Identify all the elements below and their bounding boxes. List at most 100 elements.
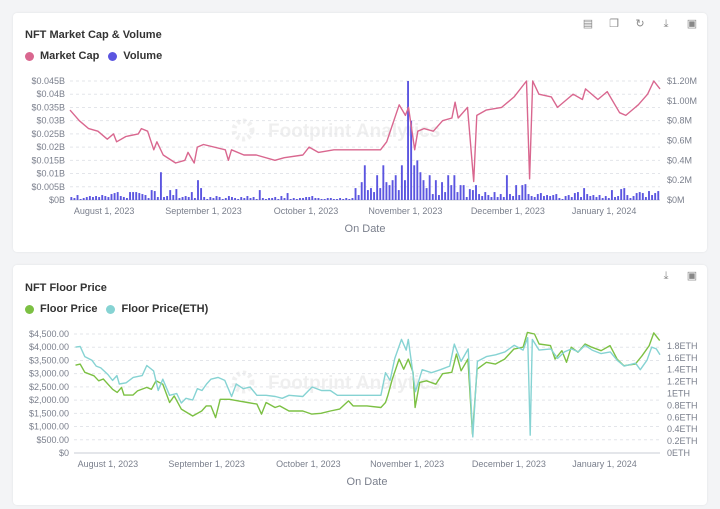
- y-right-tick-label: 1ETH: [667, 389, 690, 399]
- volume-bar: [329, 198, 332, 200]
- legend-item-floor-price[interactable]: Floor Price: [25, 303, 97, 315]
- volume-bar: [490, 197, 493, 200]
- volume-bar: [629, 198, 632, 200]
- volume-bar: [598, 195, 601, 200]
- volume-bar: [76, 195, 79, 200]
- volume-bar: [292, 198, 295, 200]
- volume-bar: [308, 197, 311, 200]
- volume-bar: [419, 172, 422, 200]
- volume-bar: [428, 175, 431, 200]
- volume-bar: [166, 196, 169, 200]
- volume-bar: [481, 196, 484, 200]
- volume-bar: [478, 194, 481, 200]
- volume-bar: [215, 196, 218, 200]
- volume-bar: [277, 199, 280, 200]
- volume-bar: [462, 185, 465, 200]
- volume-bar: [496, 197, 499, 200]
- volume-bar: [107, 197, 110, 200]
- volume-bar: [104, 196, 107, 200]
- volume-bar: [648, 191, 650, 200]
- table-view-icon[interactable]: ▤: [582, 18, 594, 30]
- volume-bar: [543, 196, 545, 200]
- legend-item-market-cap[interactable]: Market Cap: [25, 50, 99, 62]
- volume-bar: [555, 194, 558, 200]
- y-right-tick-label: 0.6ETH: [667, 412, 698, 422]
- volume-bar: [570, 197, 573, 200]
- api-icon[interactable]: ▣: [686, 18, 698, 30]
- volume-bar: [144, 195, 147, 200]
- volume-bar: [394, 175, 397, 200]
- volume-bar: [589, 196, 592, 200]
- y-left-tick-label: $2,000.00: [29, 395, 69, 405]
- x-tick-label: January 1, 2024: [572, 459, 637, 469]
- download-icon[interactable]: ⤓: [663, 270, 669, 282]
- volume-bar: [317, 198, 320, 200]
- volume-bar: [373, 192, 376, 200]
- chart-legend: Market Cap Volume: [25, 50, 162, 62]
- y-left-tick-label: $0.01B: [36, 169, 65, 179]
- volume-bar: [206, 199, 209, 200]
- volume-bar: [345, 198, 348, 200]
- volume-bar: [178, 198, 181, 200]
- volume-bar: [249, 198, 252, 200]
- volume-bar: [505, 175, 508, 200]
- volume-bar: [413, 165, 416, 200]
- volume-bar: [92, 197, 94, 200]
- y-right-tick-label: $0.6M: [667, 136, 692, 146]
- volume-bar: [475, 185, 477, 200]
- y-left-tick-label: $3,500.00: [29, 355, 69, 365]
- volume-bar: [95, 196, 98, 200]
- volume-bar: [595, 197, 598, 200]
- watermark-logo-icon: [231, 118, 255, 142]
- download-icon[interactable]: ⤓: [663, 18, 669, 30]
- volume-bar: [518, 195, 521, 200]
- volume-bar: [159, 172, 162, 200]
- volume-bar: [416, 160, 419, 200]
- y-right-tick-label: 1.2ETH: [667, 377, 698, 387]
- volume-bar: [644, 197, 647, 200]
- volume-bar: [200, 188, 203, 200]
- legend-item-floor-price-eth[interactable]: Floor Price(ETH): [106, 303, 208, 315]
- volume-bar: [169, 190, 172, 200]
- api-icon[interactable]: ▣: [686, 270, 698, 282]
- volume-bar: [422, 180, 425, 200]
- volume-bar: [101, 195, 104, 200]
- x-tick-label: November 1, 2023: [368, 206, 442, 216]
- volume-bar: [132, 192, 135, 200]
- floor-price-chart: Footprint Analytics$0$500.00$1,000.00$1,…: [29, 329, 698, 488]
- volume-bar: [444, 192, 447, 200]
- refresh-icon[interactable]: ↻: [635, 18, 645, 30]
- volume-bar: [184, 196, 187, 200]
- volume-bar: [360, 182, 363, 200]
- volume-bar: [193, 198, 196, 200]
- y-left-tick-label: $0.035B: [31, 102, 65, 112]
- x-axis-title: On Date: [347, 476, 388, 488]
- series-line-market-cap: [69, 80, 661, 183]
- volume-bar: [370, 188, 372, 200]
- market-cap-volume-card: ▤ ❐ ↻ ⤓ ▣ NFT Market Cap & Volume Market…: [13, 13, 707, 252]
- volume-bar: [502, 197, 505, 200]
- volume-bar: [607, 198, 610, 200]
- legend-label: Market Cap: [40, 50, 100, 62]
- y-left-tick-label: $1,000.00: [29, 422, 69, 432]
- volume-bar: [552, 195, 555, 200]
- volume-bar: [203, 197, 206, 200]
- y-left-tick-label: $3,000.00: [29, 369, 69, 379]
- volume-bar: [601, 198, 604, 200]
- volume-bar: [181, 197, 184, 200]
- volume-bar: [561, 199, 564, 200]
- volume-bar: [604, 196, 607, 200]
- volume-bar: [122, 197, 125, 200]
- y-left-tick-label: $4,000.00: [29, 342, 69, 352]
- legend-item-volume[interactable]: Volume: [108, 50, 162, 62]
- volume-bar: [546, 195, 548, 200]
- volume-bar: [536, 194, 539, 200]
- y-right-tick-label: $0.4M: [667, 155, 692, 165]
- y-right-tick-label: 0.8ETH: [667, 400, 698, 410]
- volume-bar: [265, 199, 267, 200]
- copy-icon[interactable]: ❐: [609, 18, 619, 30]
- volume-bar: [271, 198, 274, 200]
- volume-bar: [88, 196, 91, 200]
- volume-bar: [404, 180, 406, 200]
- volume-bar: [385, 182, 388, 200]
